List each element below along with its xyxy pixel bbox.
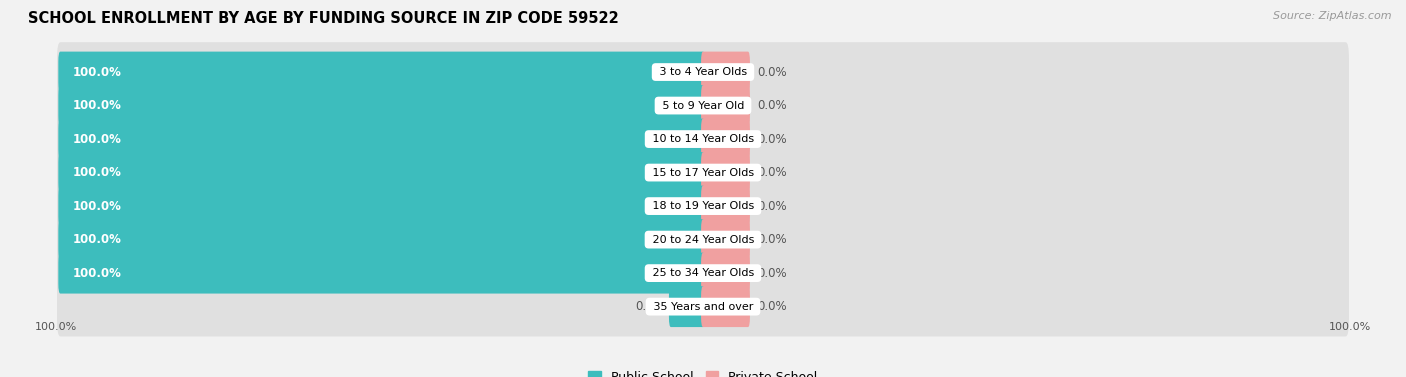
FancyBboxPatch shape: [58, 143, 1348, 202]
FancyBboxPatch shape: [58, 176, 1348, 236]
Text: 100.0%: 100.0%: [73, 133, 122, 146]
FancyBboxPatch shape: [702, 119, 749, 159]
FancyBboxPatch shape: [58, 277, 1348, 336]
Text: 25 to 34 Year Olds: 25 to 34 Year Olds: [648, 268, 758, 278]
Text: 100.0%: 100.0%: [1329, 322, 1371, 333]
Text: 0.0%: 0.0%: [758, 66, 787, 78]
Legend: Public School, Private School: Public School, Private School: [583, 366, 823, 377]
FancyBboxPatch shape: [702, 286, 749, 327]
Text: 0.0%: 0.0%: [758, 300, 787, 313]
Text: 5 to 9 Year Old: 5 to 9 Year Old: [658, 101, 748, 110]
Text: 100.0%: 100.0%: [73, 267, 122, 280]
Text: 18 to 19 Year Olds: 18 to 19 Year Olds: [648, 201, 758, 211]
Text: 0.0%: 0.0%: [758, 99, 787, 112]
Text: 100.0%: 100.0%: [73, 199, 122, 213]
Text: 100.0%: 100.0%: [73, 99, 122, 112]
FancyBboxPatch shape: [58, 109, 1348, 169]
Text: Source: ZipAtlas.com: Source: ZipAtlas.com: [1274, 11, 1392, 21]
FancyBboxPatch shape: [702, 185, 749, 227]
FancyBboxPatch shape: [58, 52, 704, 92]
Text: 0.0%: 0.0%: [758, 233, 787, 246]
Text: 100.0%: 100.0%: [73, 233, 122, 246]
Text: 100.0%: 100.0%: [73, 66, 122, 78]
FancyBboxPatch shape: [702, 152, 749, 193]
Text: 0.0%: 0.0%: [636, 300, 665, 313]
Text: 0.0%: 0.0%: [758, 133, 787, 146]
FancyBboxPatch shape: [58, 152, 704, 193]
Text: 20 to 24 Year Olds: 20 to 24 Year Olds: [648, 234, 758, 245]
FancyBboxPatch shape: [58, 210, 1348, 270]
FancyBboxPatch shape: [702, 52, 749, 92]
Text: 0.0%: 0.0%: [758, 199, 787, 213]
FancyBboxPatch shape: [58, 253, 704, 294]
FancyBboxPatch shape: [58, 243, 1348, 303]
FancyBboxPatch shape: [58, 185, 704, 227]
FancyBboxPatch shape: [58, 42, 1348, 102]
FancyBboxPatch shape: [702, 219, 749, 260]
FancyBboxPatch shape: [58, 85, 704, 126]
Text: 0.0%: 0.0%: [758, 267, 787, 280]
Text: 35 Years and over: 35 Years and over: [650, 302, 756, 312]
FancyBboxPatch shape: [58, 119, 704, 159]
FancyBboxPatch shape: [58, 219, 704, 260]
FancyBboxPatch shape: [702, 85, 749, 126]
FancyBboxPatch shape: [702, 253, 749, 294]
Text: 15 to 17 Year Olds: 15 to 17 Year Olds: [648, 168, 758, 178]
FancyBboxPatch shape: [669, 286, 704, 327]
Text: SCHOOL ENROLLMENT BY AGE BY FUNDING SOURCE IN ZIP CODE 59522: SCHOOL ENROLLMENT BY AGE BY FUNDING SOUR…: [28, 11, 619, 26]
Text: 10 to 14 Year Olds: 10 to 14 Year Olds: [648, 134, 758, 144]
Text: 0.0%: 0.0%: [758, 166, 787, 179]
Text: 100.0%: 100.0%: [35, 322, 77, 333]
Text: 100.0%: 100.0%: [73, 166, 122, 179]
FancyBboxPatch shape: [58, 76, 1348, 135]
Text: 3 to 4 Year Olds: 3 to 4 Year Olds: [655, 67, 751, 77]
